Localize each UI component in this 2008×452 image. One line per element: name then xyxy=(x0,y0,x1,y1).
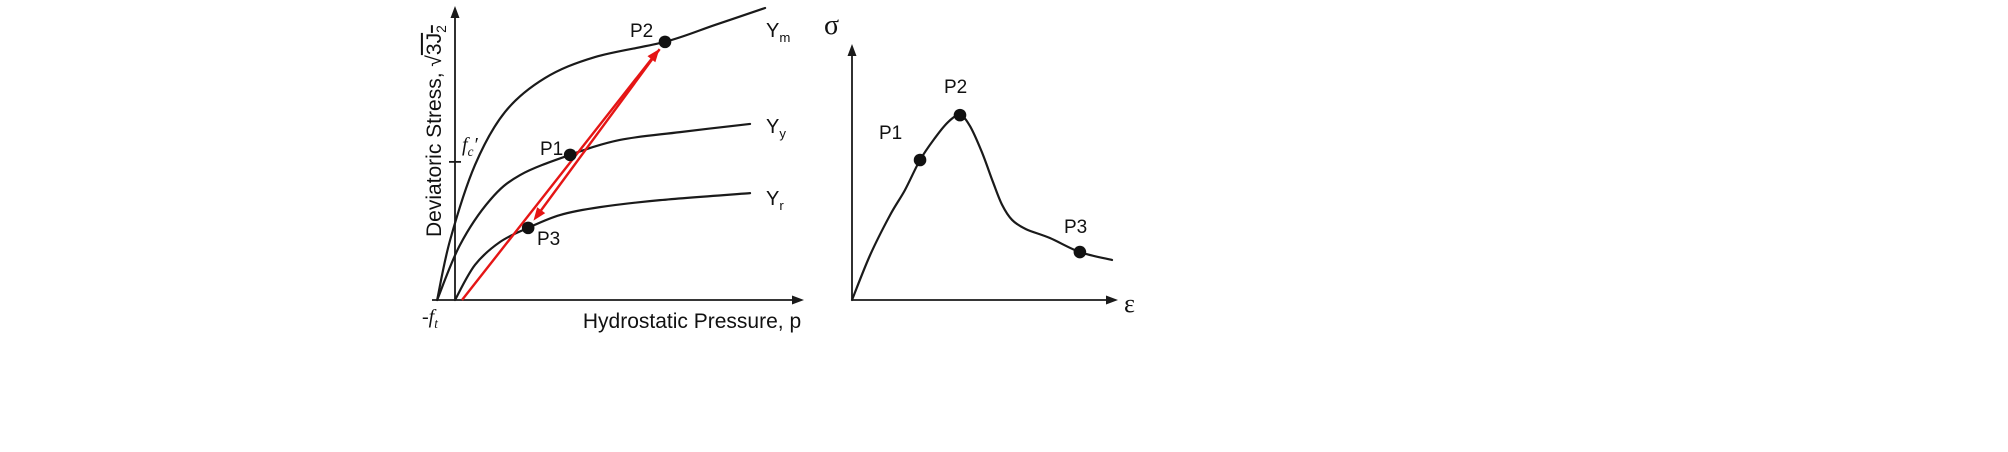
marker-P2 xyxy=(658,35,672,49)
left-y-axis-label: Deviatoric Stress, √3J2 xyxy=(423,0,449,271)
ylabel-text: Deviatoric Stress, xyxy=(422,66,446,238)
marker-P1 xyxy=(563,148,577,162)
curve-stress-strain-curve xyxy=(850,113,1114,302)
point-label-P1-right: P1 xyxy=(879,123,903,144)
stress-strain-chart xyxy=(847,44,1118,305)
radical-sign: √ xyxy=(422,55,446,67)
curve-label-Yr: Yr xyxy=(766,188,784,213)
marker-P3 xyxy=(1073,245,1087,259)
point-label-P2-right: P2 xyxy=(944,77,968,98)
yield-surface-chart xyxy=(432,6,804,305)
radicand: 3J2 xyxy=(422,25,450,56)
y-axis-arrow xyxy=(450,6,460,18)
epsilon-axis-label: ε xyxy=(1124,289,1135,318)
marker-P3 xyxy=(521,221,535,235)
point-label-P3-right: P3 xyxy=(1064,217,1088,238)
marker-P1 xyxy=(913,153,927,167)
left-x-axis-label: Hydrostatic Pressure, p xyxy=(582,310,802,333)
curve-yield-surface xyxy=(436,122,752,302)
y-axis-arrow xyxy=(847,44,857,56)
x-axis-arrow xyxy=(792,295,804,305)
point-label-P3: P3 xyxy=(537,229,561,250)
marker-P2 xyxy=(953,108,967,122)
curve-label-Yy: Yy xyxy=(766,116,786,141)
arrow-loading-path xyxy=(461,55,655,301)
curve-label-Ym: Ym xyxy=(766,20,791,45)
point-label-P2: P2 xyxy=(630,21,654,42)
fc-prime-label: fc′ xyxy=(462,134,478,159)
arrow-softening-path-head xyxy=(533,207,546,221)
ft-label: -ft xyxy=(422,306,438,331)
point-label-P1: P1 xyxy=(540,139,564,160)
sigma-axis-label: σ xyxy=(824,10,840,41)
arrow-softening-path xyxy=(537,48,661,215)
x-axis-arrow xyxy=(1106,295,1118,305)
curve-residual-failure-surface xyxy=(453,192,752,302)
curve-maximum-failure-surface xyxy=(436,6,767,302)
